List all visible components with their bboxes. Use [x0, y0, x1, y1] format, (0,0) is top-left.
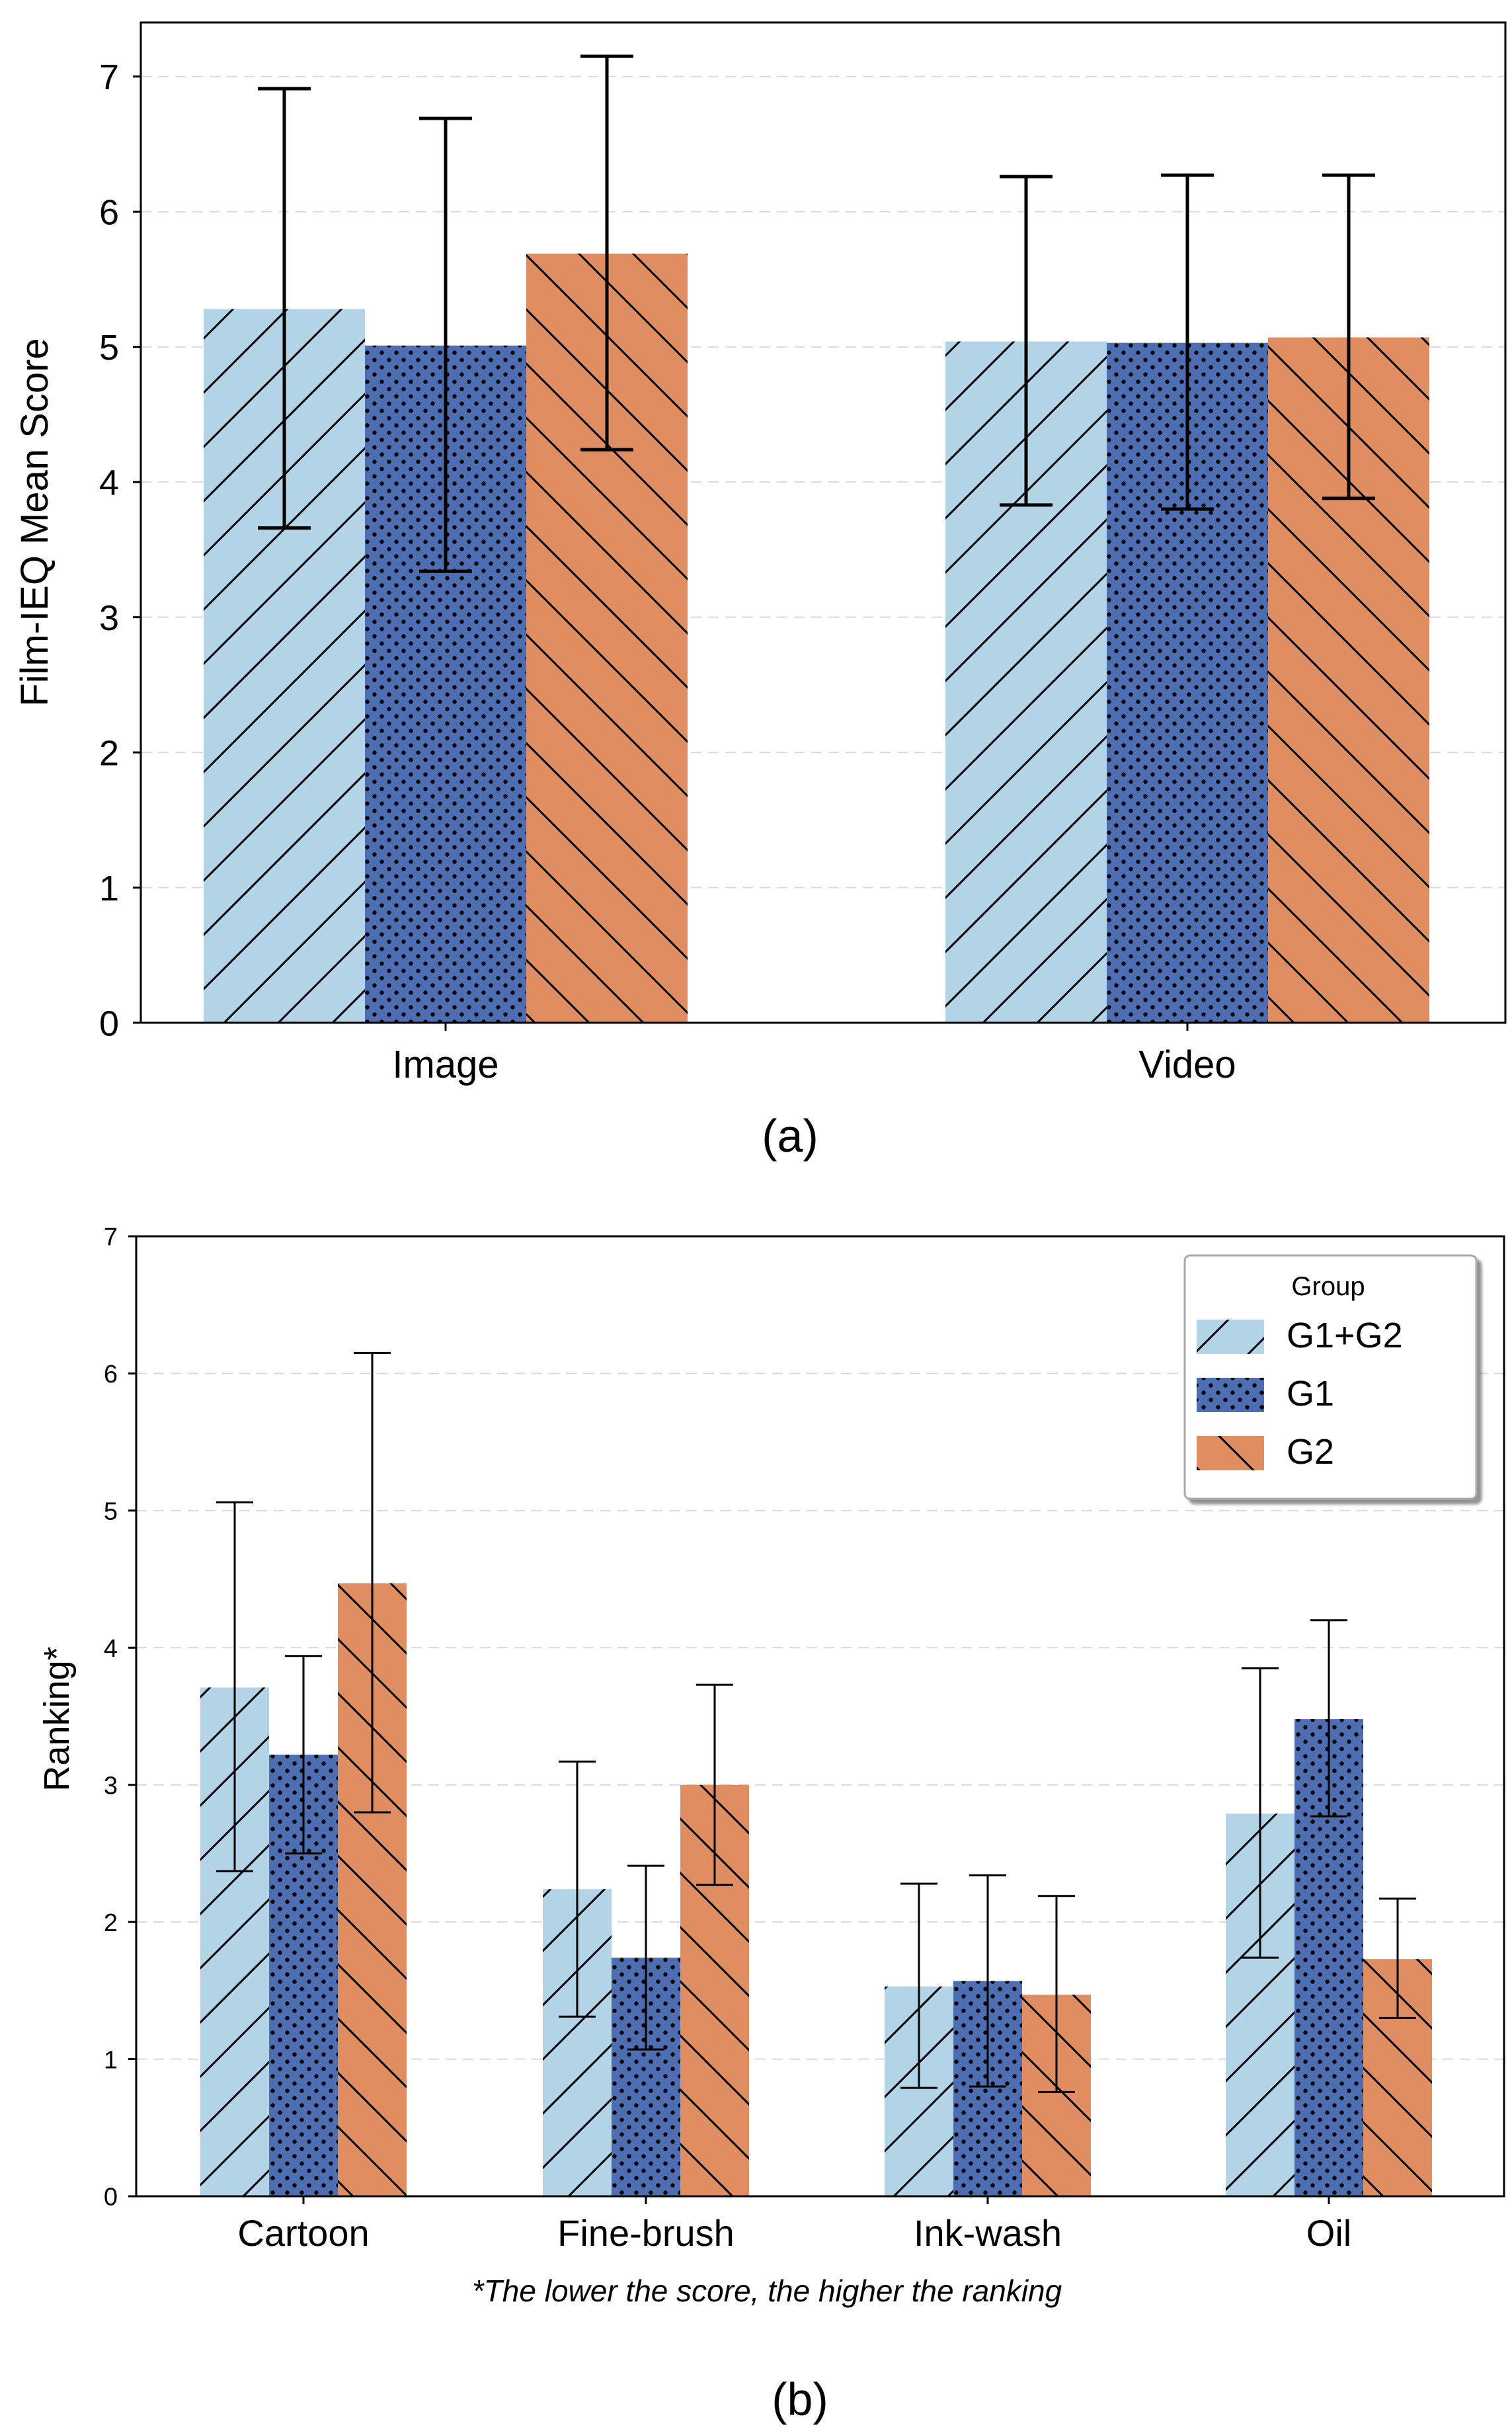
chart-panel-b: 0 1 2 3 4 5 6 7 Cartoon Fine-brush Ink-wash Oil Ra… — [37, 1224, 1505, 2425]
error-bar-g2-ink-wash — [1038, 1895, 1075, 2093]
error-bar-g1-image — [419, 116, 472, 573]
legend: Group G1+G2 G1 G2 — [1183, 1254, 1478, 1500]
error-bar-g1-g2-video — [1000, 175, 1053, 507]
error-bar-g1-g2-cartoon — [216, 1501, 253, 1872]
error-bar-g1-g2-image — [258, 87, 311, 530]
y-tick-label: 4 — [99, 463, 119, 503]
y-tick-label: 0 — [104, 2184, 118, 2211]
legend-swatch-g1-g2 — [1197, 1320, 1264, 1354]
error-bar-g1-ink-wash — [969, 1874, 1006, 2088]
y-tick-label: 2 — [99, 734, 119, 774]
caption-a: (a) — [762, 1110, 818, 1162]
bars-a — [204, 253, 1429, 1023]
legend-swatch-g1 — [1197, 1378, 1264, 1412]
plot-frame-b — [135, 1235, 1505, 2198]
y-tick-label: 3 — [104, 1772, 118, 1800]
footnote-b: *The lower the score, the higher the ran… — [472, 2274, 1062, 2308]
error-bar-g1-oil — [1310, 1619, 1347, 1817]
error-bars-b — [216, 1351, 1416, 2093]
x-tick-label-image: Image — [392, 1043, 498, 1086]
error-bar-g1-g2-oil — [1242, 1667, 1279, 1959]
legend-title: Group — [1291, 1272, 1365, 1301]
x-tick-label-oil: Oil — [1306, 2212, 1351, 2254]
x-ticks-b: Cartoon Fine-brush Ink-wash Oil — [237, 2196, 1351, 2254]
error-bar-g2-image — [580, 54, 633, 452]
y-tick-label: 4 — [104, 1635, 118, 1663]
legend-label-g1: G1 — [1287, 1374, 1334, 1413]
y-tick-label: 5 — [99, 328, 119, 368]
error-bar-g1-g2-ink-wash — [900, 1882, 937, 2089]
legend-label-g1-g2: G1+G2 — [1287, 1316, 1403, 1355]
y-tick-label: 1 — [104, 2046, 118, 2074]
bars-b — [200, 1583, 1432, 2196]
error-bar-g1-cartoon — [285, 1655, 322, 1854]
error-bar-g1-g2-fine-brush — [559, 1760, 596, 2018]
error-bar-g2-oil — [1379, 1897, 1416, 2019]
y-tick-label: 6 — [99, 193, 119, 233]
error-bar-g2-cartoon — [354, 1351, 391, 1813]
x-tick-label-video: Video — [1138, 1043, 1236, 1086]
y-axis-label-a: Film-IEQ Mean Score — [13, 338, 56, 707]
error-bar-g2-video — [1322, 173, 1375, 500]
y-ticks-a: 0 1 2 3 4 5 6 7 — [99, 58, 141, 1043]
error-bar-g2-fine-brush — [696, 1683, 733, 1886]
y-tick-label: 1 — [99, 869, 119, 908]
y-ticks-b: 0 1 2 3 4 5 6 7 — [104, 1224, 136, 2211]
x-ticks-a: Image Video — [392, 1023, 1236, 1086]
x-tick-label-ink-wash: Ink-wash — [914, 2212, 1062, 2254]
legend-label-g2: G2 — [1287, 1432, 1334, 1472]
y-tick-label: 7 — [104, 1224, 118, 1252]
y-tick-label: 0 — [99, 1004, 119, 1043]
legend-swatch-g2 — [1197, 1436, 1264, 1470]
error-bar-g1-video — [1161, 173, 1214, 511]
plot-frame-a — [139, 21, 1507, 1024]
x-tick-label-fine-brush: Fine-brush — [557, 2212, 735, 2254]
y-tick-label: 6 — [104, 1361, 118, 1388]
y-tick-label: 5 — [104, 1498, 118, 1526]
caption-b: (b) — [772, 2373, 828, 2425]
y-tick-label: 3 — [99, 598, 119, 638]
y-tick-label: 2 — [104, 1909, 118, 1937]
y-axis-label-b: Ranking* — [37, 1646, 77, 1791]
y-tick-label: 7 — [99, 58, 119, 97]
error-bar-g1-fine-brush — [627, 1864, 664, 2051]
error-bars-a — [258, 54, 1375, 573]
x-tick-label-cartoon: Cartoon — [237, 2212, 369, 2254]
